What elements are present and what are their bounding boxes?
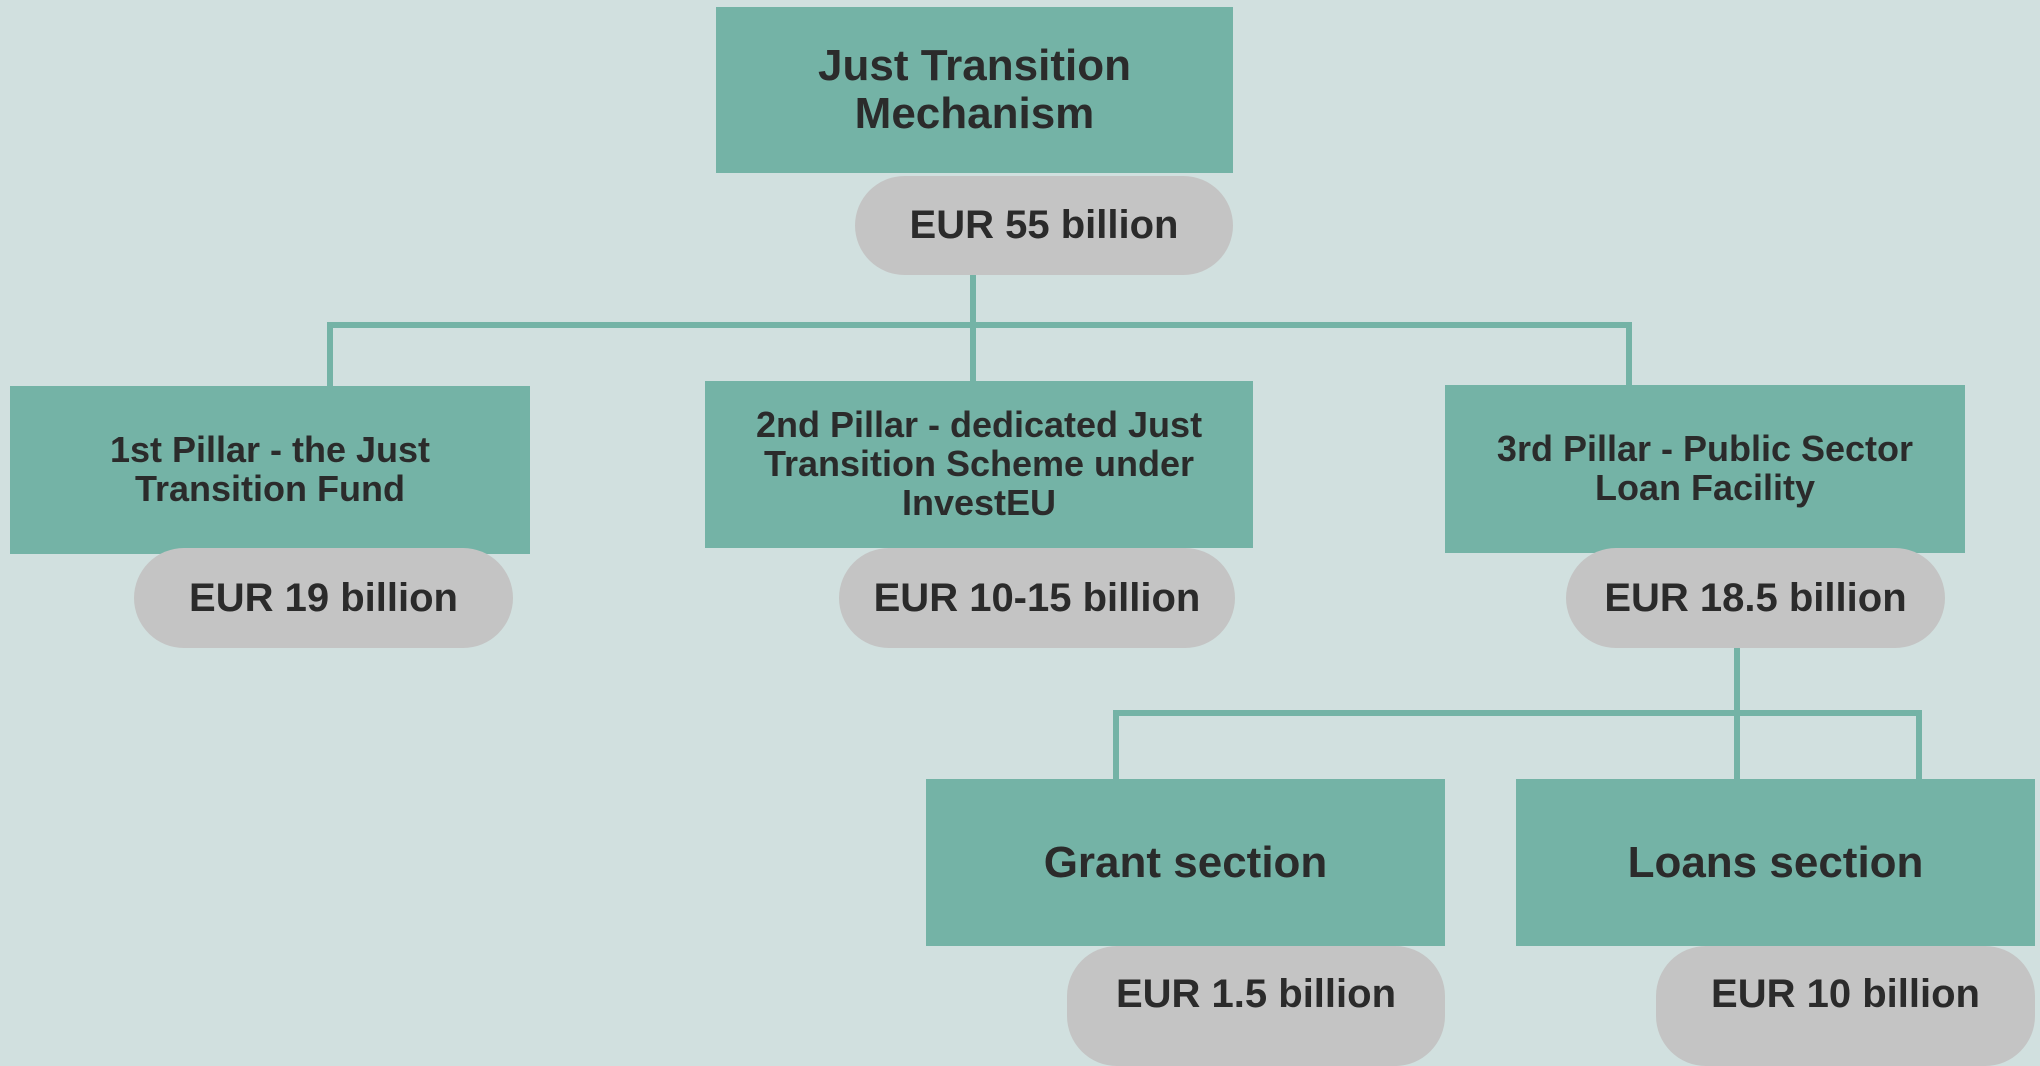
amount-pill: EUR 10-15 billion: [839, 548, 1235, 648]
node-box: 3rd Pillar - Public Sector Loan Facility: [1445, 385, 1965, 553]
node-label: Loans section: [1627, 837, 1924, 887]
node-box: Grant section: [926, 779, 1445, 946]
amount-pill: EUR 18.5 billion: [1566, 548, 1945, 648]
node-label: Loan Facility: [1594, 467, 1816, 508]
node-box: Just Transition Mechanism: [716, 7, 1233, 173]
amount-label: EUR 18.5 billion: [1604, 575, 1907, 620]
node-box: 2nd Pillar - dedicated Just Transition Sc…: [705, 381, 1253, 548]
amount-label: EUR 55 billion: [909, 203, 1179, 247]
node-label: Just Transition: [818, 41, 1131, 91]
node-label: Transition Fund: [135, 468, 405, 509]
amount-pill: EUR 10 billion: [1656, 946, 2035, 1066]
amount-label: EUR 1.5 billion: [1115, 972, 1397, 1016]
node-label: 3rd Pillar - Public Sector: [1496, 428, 1914, 470]
amount-pill: EUR 1.5 billion: [1067, 946, 1445, 1066]
node-label: InvestEU: [901, 481, 1057, 523]
node-box: Loans section: [1516, 779, 2035, 946]
node-label: Grant section: [1043, 837, 1328, 887]
amount-label: EUR 10-15 billion: [873, 575, 1201, 620]
node-label: Mechanism: [854, 89, 1095, 138]
amount-label: EUR 10 billion: [1711, 972, 1980, 1016]
node-label: 2nd Pillar - dedicated Just: [755, 404, 1203, 446]
node-box: 1st Pillar - the Just Transition Fund: [10, 386, 530, 554]
node-label: 1st Pillar - the Just: [109, 429, 431, 471]
amount-label: EUR 19 billion: [189, 575, 458, 620]
amount-pill: EUR 55 billion: [855, 176, 1233, 275]
amount-pill: EUR 19 billion: [134, 548, 513, 648]
node-label: Transition Scheme under: [763, 443, 1195, 485]
